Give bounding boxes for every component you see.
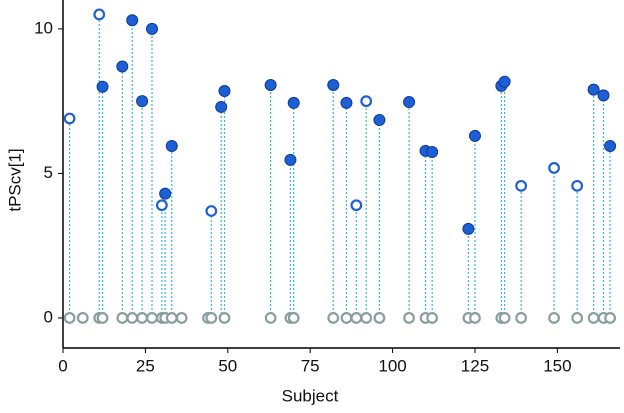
point — [96, 80, 109, 93]
point — [145, 22, 158, 35]
point — [587, 312, 600, 324]
point — [373, 113, 386, 126]
y-tick-label: 5 — [44, 163, 53, 182]
point — [571, 179, 584, 192]
point — [350, 199, 363, 212]
point — [146, 312, 158, 324]
point — [327, 78, 340, 91]
point — [515, 179, 528, 192]
point — [571, 312, 584, 324]
y-tick-label: 0 — [44, 307, 53, 326]
point — [165, 139, 178, 152]
point — [498, 75, 511, 88]
point — [426, 146, 439, 159]
point — [327, 312, 340, 324]
x-tick-label: 75 — [301, 356, 320, 375]
point — [159, 187, 172, 200]
point — [587, 83, 600, 96]
point — [340, 312, 353, 324]
point — [468, 129, 481, 142]
point — [215, 100, 228, 113]
point — [360, 95, 373, 108]
point — [462, 222, 475, 235]
point — [63, 312, 76, 324]
point — [264, 78, 277, 91]
point — [175, 312, 188, 324]
point — [136, 312, 149, 324]
point — [426, 312, 439, 324]
point — [604, 312, 617, 324]
x-tick-label: 25 — [136, 356, 155, 375]
x-tick-label: 125 — [461, 356, 489, 375]
point — [403, 312, 415, 324]
point — [604, 139, 617, 152]
point — [205, 312, 218, 324]
point — [284, 153, 297, 166]
x-tick-label: 150 — [543, 356, 571, 375]
point — [469, 312, 481, 324]
point — [218, 312, 231, 324]
point — [403, 96, 416, 109]
point — [126, 312, 139, 324]
point — [515, 312, 528, 324]
point — [136, 95, 149, 108]
point — [264, 312, 277, 324]
point — [340, 96, 353, 109]
point — [360, 312, 373, 324]
point — [155, 199, 168, 212]
point — [548, 162, 560, 174]
point — [116, 312, 129, 324]
point — [350, 312, 363, 324]
x-axis-label: Subject — [282, 386, 339, 405]
point — [63, 112, 76, 125]
point — [287, 312, 300, 324]
point — [205, 205, 218, 217]
point — [287, 96, 300, 109]
point — [126, 14, 139, 27]
y-tick-label: 10 — [34, 18, 53, 37]
point — [218, 85, 231, 98]
point — [93, 8, 106, 21]
point — [165, 312, 178, 324]
point — [498, 312, 511, 324]
y-axis-label: tPScv[1] — [5, 148, 24, 211]
point — [373, 312, 386, 324]
point — [548, 312, 560, 324]
point — [116, 60, 129, 73]
point — [597, 89, 610, 102]
x-tick-label: 50 — [218, 356, 237, 375]
point — [96, 312, 109, 324]
x-tick-label: 100 — [378, 356, 406, 375]
point — [76, 312, 89, 324]
x-tick-label: 0 — [58, 356, 67, 375]
